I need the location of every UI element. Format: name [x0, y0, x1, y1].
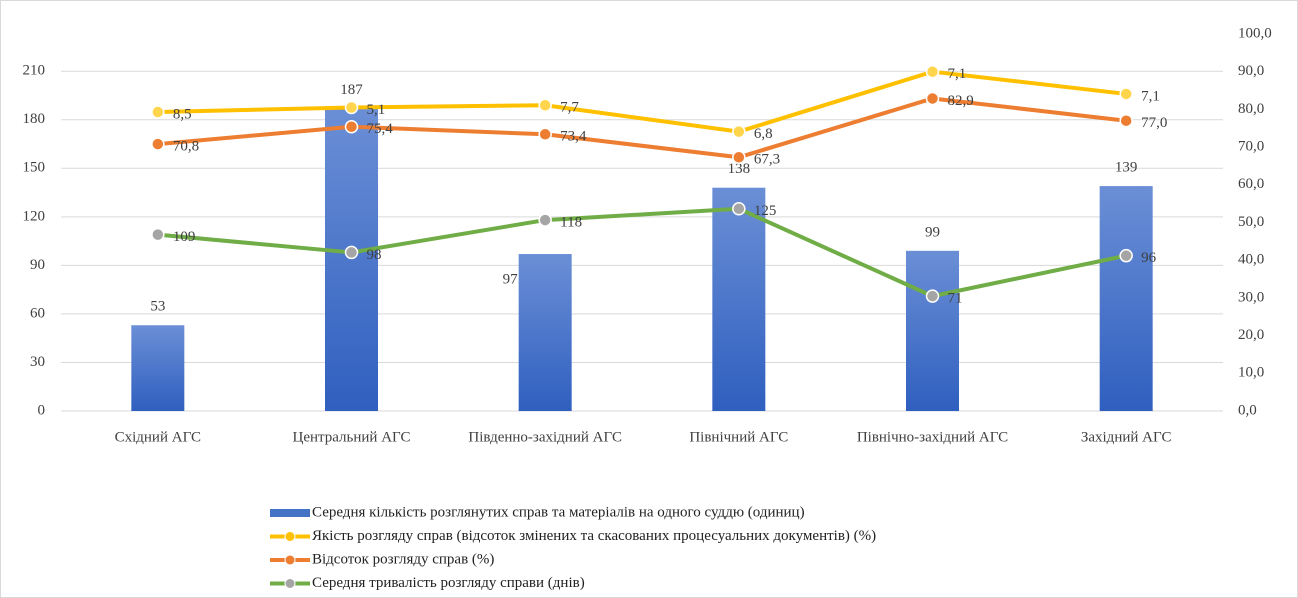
y-tick-label: 90 [30, 257, 45, 273]
line-marker [344, 119, 359, 134]
line-label: 75,4 [367, 121, 394, 137]
bar [518, 254, 572, 411]
line-label: 96 [1141, 250, 1157, 266]
y-tick-label: 30 [30, 354, 45, 370]
y2-tick-label: 0,0 [1238, 402, 1257, 418]
legend-label: Якість розгляду справ (відсоток змінених… [312, 528, 876, 544]
line-marker [925, 64, 940, 79]
line-marker [538, 127, 552, 142]
x-tick-label: Північно-західний АГС [857, 429, 1008, 445]
y2-tick-label: 100,0 [1238, 25, 1272, 41]
x-tick-label: Центральний АГС [292, 429, 410, 445]
line-label: 98 [367, 247, 382, 263]
bar [712, 187, 766, 411]
y2-tick-label: 40,0 [1238, 252, 1264, 268]
line-marker [925, 289, 940, 303]
y2-tick-label: 80,0 [1238, 101, 1264, 117]
line-marker [151, 105, 165, 119]
x-tick-label: Північний АГС [689, 429, 788, 445]
line-marker [344, 245, 359, 260]
bar-label: 187 [340, 82, 363, 98]
bar [906, 250, 959, 411]
x-tick-label: Західний АГС [1081, 429, 1172, 445]
line-label: 73,4 [560, 129, 587, 145]
line-marker [732, 150, 746, 165]
line-marker [151, 227, 165, 242]
x-tick-label: Південно-західний АГС [468, 429, 622, 445]
legend-marker [284, 554, 296, 566]
y-tick-label: 120 [23, 208, 46, 224]
line-marker [151, 137, 165, 151]
legend-swatch [270, 509, 310, 517]
line-marker [925, 91, 940, 106]
line-label: 6,8 [754, 126, 773, 142]
line-label: 8,5 [173, 106, 192, 122]
line-marker [1119, 248, 1133, 263]
line-label: 5,1 [367, 102, 386, 118]
y-tick-label: 210 [23, 63, 46, 79]
line-marker [538, 213, 552, 227]
line-marker [344, 100, 359, 115]
y-tick-label: 150 [23, 160, 46, 176]
line-label: 118 [560, 215, 582, 231]
y2-tick-label: 50,0 [1238, 214, 1264, 230]
x-tick-label: Східний АГС [115, 429, 201, 445]
line-marker [732, 124, 746, 139]
bar [325, 108, 378, 411]
legend-marker [284, 578, 296, 589]
y2-tick-label: 70,0 [1238, 139, 1264, 155]
bar [1099, 186, 1153, 411]
bar-label: 139 [1115, 160, 1138, 176]
y-tick-label: 180 [23, 111, 46, 127]
y2-tick-label: 10,0 [1238, 365, 1264, 381]
y-tick-label: 0 [38, 402, 46, 418]
bar-label: 138 [728, 161, 751, 177]
line-label: 7,1 [948, 66, 967, 82]
line [157, 69, 1127, 134]
y2-tick-label: 90,0 [1238, 63, 1264, 79]
y2-tick-label: 20,0 [1238, 327, 1264, 343]
line-marker [1119, 87, 1133, 101]
line-label: 7,1 [1141, 88, 1160, 104]
line-label: 67,3 [754, 152, 780, 168]
line-label: 82,9 [948, 93, 974, 109]
bar-label: 97 [503, 271, 519, 287]
line-marker [538, 98, 552, 113]
y2-tick-label: 60,0 [1238, 176, 1264, 192]
bar-label: 53 [150, 299, 165, 315]
y-tick-label: 60 [30, 305, 45, 321]
y2-tick-label: 30,0 [1238, 289, 1264, 305]
line-label: 77,0 [1141, 115, 1167, 131]
line [157, 96, 1127, 160]
legend-label: Середня тривалість розгляду справи (днів… [312, 575, 585, 591]
legend: Середня кількість розглянутих справ та м… [270, 504, 876, 591]
bar [131, 325, 185, 411]
legend-marker [284, 531, 296, 542]
line-marker [1119, 113, 1133, 128]
line-label: 109 [173, 229, 196, 245]
line [157, 206, 1127, 299]
legend-label: Середня кількість розглянутих справ та м… [312, 504, 805, 520]
line-label: 70,8 [173, 139, 199, 155]
line-label: 7,7 [560, 100, 579, 116]
line-label: 71 [948, 291, 963, 307]
line-label: 125 [754, 203, 777, 219]
legend-label: Відсоток розгляду справ (%) [312, 551, 494, 567]
bar-label: 99 [925, 224, 940, 240]
line-marker [732, 201, 746, 216]
